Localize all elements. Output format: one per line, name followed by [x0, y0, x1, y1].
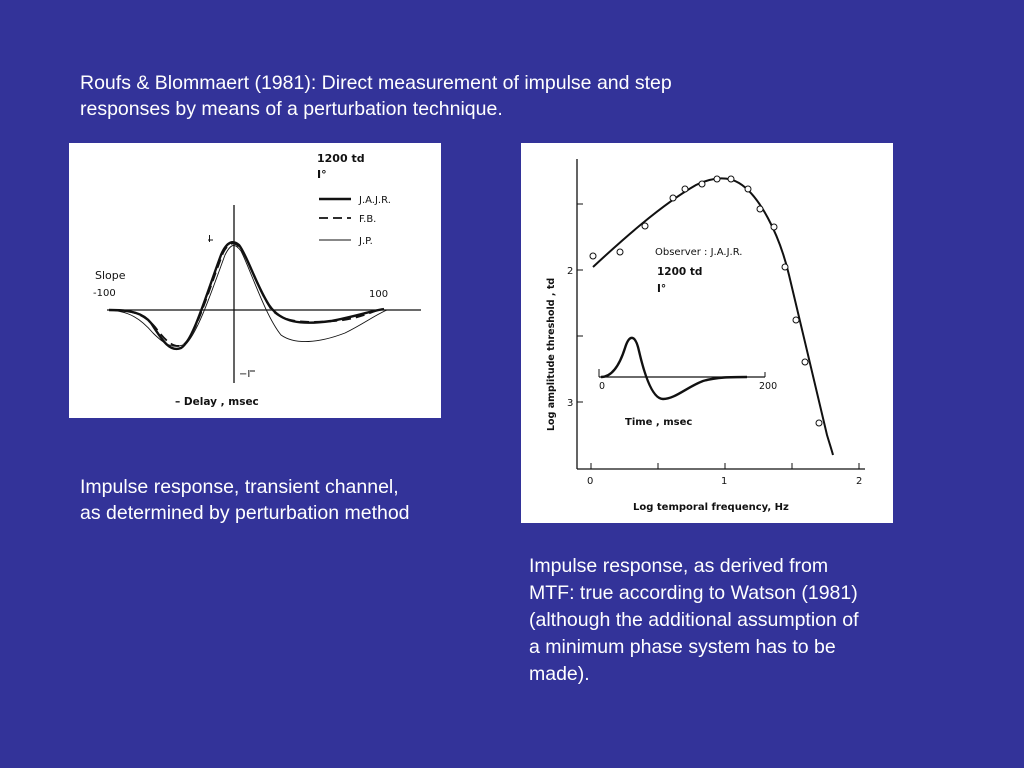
- mtf-data-point: [669, 194, 677, 202]
- legend-label-fb: F.B.: [359, 214, 376, 225]
- left-tick-bottom: −I: [239, 369, 250, 380]
- mtf-data-point: [815, 419, 823, 427]
- inset-tick-right: 200: [759, 381, 777, 392]
- left-tick-left: -100: [93, 288, 116, 299]
- mtf-data-point: [801, 358, 809, 366]
- mtf-data-point: [770, 223, 778, 231]
- right-ytick-label-3: 3: [567, 398, 573, 409]
- mtf-data-point: [589, 252, 597, 260]
- left-caption-line-1: Impulse response, transient channel,: [80, 476, 399, 498]
- mtf-data-point: [744, 185, 752, 193]
- curve-jp: [108, 245, 388, 347]
- right-xtick-label-0: 0: [587, 476, 593, 487]
- inset-xlabel: Time , msec: [625, 417, 692, 428]
- slide-title-line-1: Roufs & Blommaert (1981): Direct measure…: [80, 72, 672, 94]
- mtf-data-point: [756, 205, 764, 213]
- left-tick-right: 100: [369, 289, 388, 300]
- right-condition-2: I°: [657, 283, 666, 295]
- mtf-data-point: [781, 263, 789, 271]
- mtf-data-point: [713, 175, 721, 183]
- right-caption-line-3: (although the additional assumption of: [529, 609, 859, 631]
- curve-jajr: [108, 241, 385, 351]
- legend-label-jp: J.P.: [358, 236, 373, 247]
- right-xlabel: Log temporal frequency, Hz: [633, 502, 789, 513]
- mtf-data-point: [792, 316, 800, 324]
- left-condition-2: I°: [317, 168, 327, 181]
- left-condition-1: 1200 td: [317, 152, 365, 165]
- left-caption-line-2: as determined by perturbation method: [80, 502, 410, 524]
- mtf-data-point: [641, 222, 649, 230]
- left-ylabel: Slope: [95, 269, 126, 282]
- inset-tick-left: 0: [599, 381, 605, 392]
- mtf-data-point: [616, 248, 624, 256]
- left-tick-top: I: [208, 234, 211, 245]
- right-caption-line-1: Impulse response, as derived from: [529, 555, 829, 577]
- left-xlabel: – Delay , msec: [175, 396, 259, 408]
- figure-left-perturbation: Slope -100 100 I −I – Delay , msec 1200 …: [69, 143, 441, 418]
- right-caption-line-4: a minimum phase system has to be: [529, 636, 836, 658]
- right-observer: Observer : J.A.J.R.: [655, 247, 742, 258]
- inset-impulse-curve: [600, 336, 748, 401]
- right-condition-1: 1200 td: [657, 266, 702, 278]
- right-xtick-label-1: 1: [721, 476, 727, 487]
- right-xtick-label-2: 2: [856, 476, 862, 487]
- figure-left-svg: Slope -100 100 I −I – Delay , msec 1200 …: [93, 152, 421, 408]
- right-ytick-label-2: 2: [567, 266, 573, 277]
- right-ylabel: Log amplitude threshold , td: [546, 278, 557, 431]
- figure-right-svg: 0 200 Time , msec Observer : J.A.J.R. 12…: [546, 159, 865, 513]
- mtf-data-point: [727, 175, 735, 183]
- curve-fb: [112, 242, 382, 347]
- right-caption-line-2: MTF: true according to Watson (1981): [529, 582, 858, 604]
- legend-label-jajr: J.A.J.R.: [358, 195, 391, 206]
- figure-right-mtf: 0 200 Time , msec Observer : J.A.J.R. 12…: [521, 143, 893, 523]
- mtf-data-point: [681, 185, 689, 193]
- right-caption-line-5: made).: [529, 663, 590, 685]
- slide-title-line-2: responses by means of a perturbation tec…: [80, 98, 503, 120]
- mtf-data-point: [698, 180, 706, 188]
- mtf-data-points: [589, 175, 823, 427]
